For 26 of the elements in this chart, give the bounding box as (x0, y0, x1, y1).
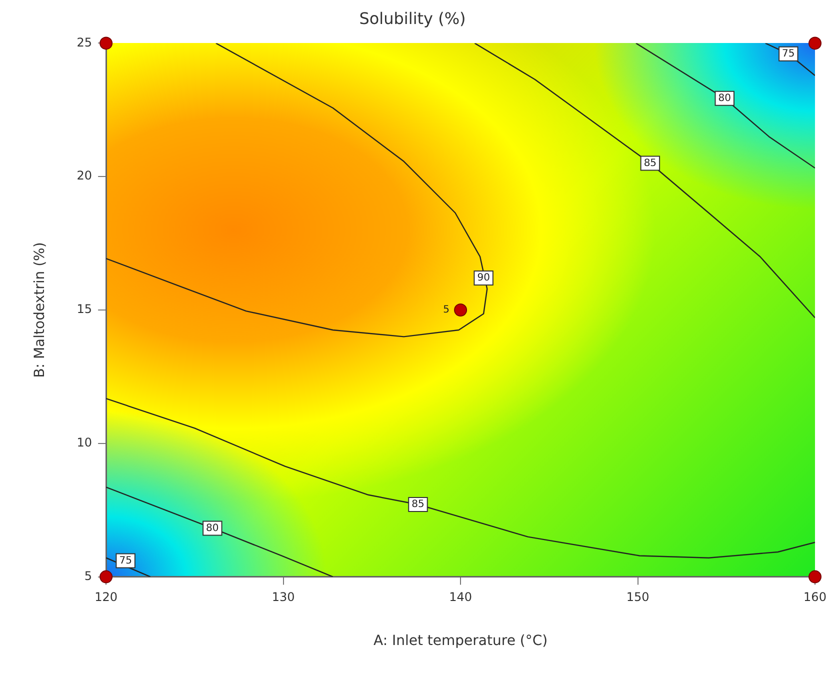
annotation: 90 (477, 272, 490, 284)
annotation: 85 (412, 499, 424, 510)
annotation: 80 (718, 93, 731, 104)
point (100, 36, 113, 50)
x-tick-label: 120 (94, 590, 118, 604)
y-tick-label: 25 (76, 35, 92, 50)
annotation: 75 (119, 555, 132, 566)
y-tick-label: 20 (76, 168, 92, 183)
x-axis-title: A: Inlet temperature (°C) (373, 633, 548, 650)
y-axis-title: B: Maltodextrin (%) (32, 242, 48, 378)
x-tick-label: 140 (449, 590, 472, 604)
x-tick-label: 150 (626, 590, 650, 604)
y-tick-label: 10 (76, 436, 92, 450)
point (808, 36, 822, 50)
y-tick-label: 5 (84, 568, 92, 583)
annotation: 85 (644, 158, 657, 169)
chart-title: Solubility (%) (359, 8, 466, 28)
annotation: 5 (443, 304, 450, 316)
x-tick-label: 160 (804, 590, 826, 604)
point (808, 570, 822, 584)
annotation: 80 (206, 522, 219, 534)
x-tick-label: 130 (272, 590, 295, 604)
point (454, 304, 468, 316)
point (100, 570, 113, 584)
annotation: 75 (782, 48, 795, 60)
y-tick-label: 15 (76, 302, 92, 316)
